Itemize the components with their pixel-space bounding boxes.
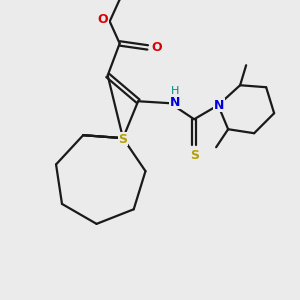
Text: O: O <box>152 41 162 54</box>
Text: N: N <box>214 99 224 112</box>
Text: N: N <box>170 96 180 109</box>
Text: O: O <box>98 13 108 26</box>
Text: S: S <box>118 133 127 146</box>
Text: S: S <box>190 149 199 162</box>
Text: H: H <box>171 86 179 96</box>
